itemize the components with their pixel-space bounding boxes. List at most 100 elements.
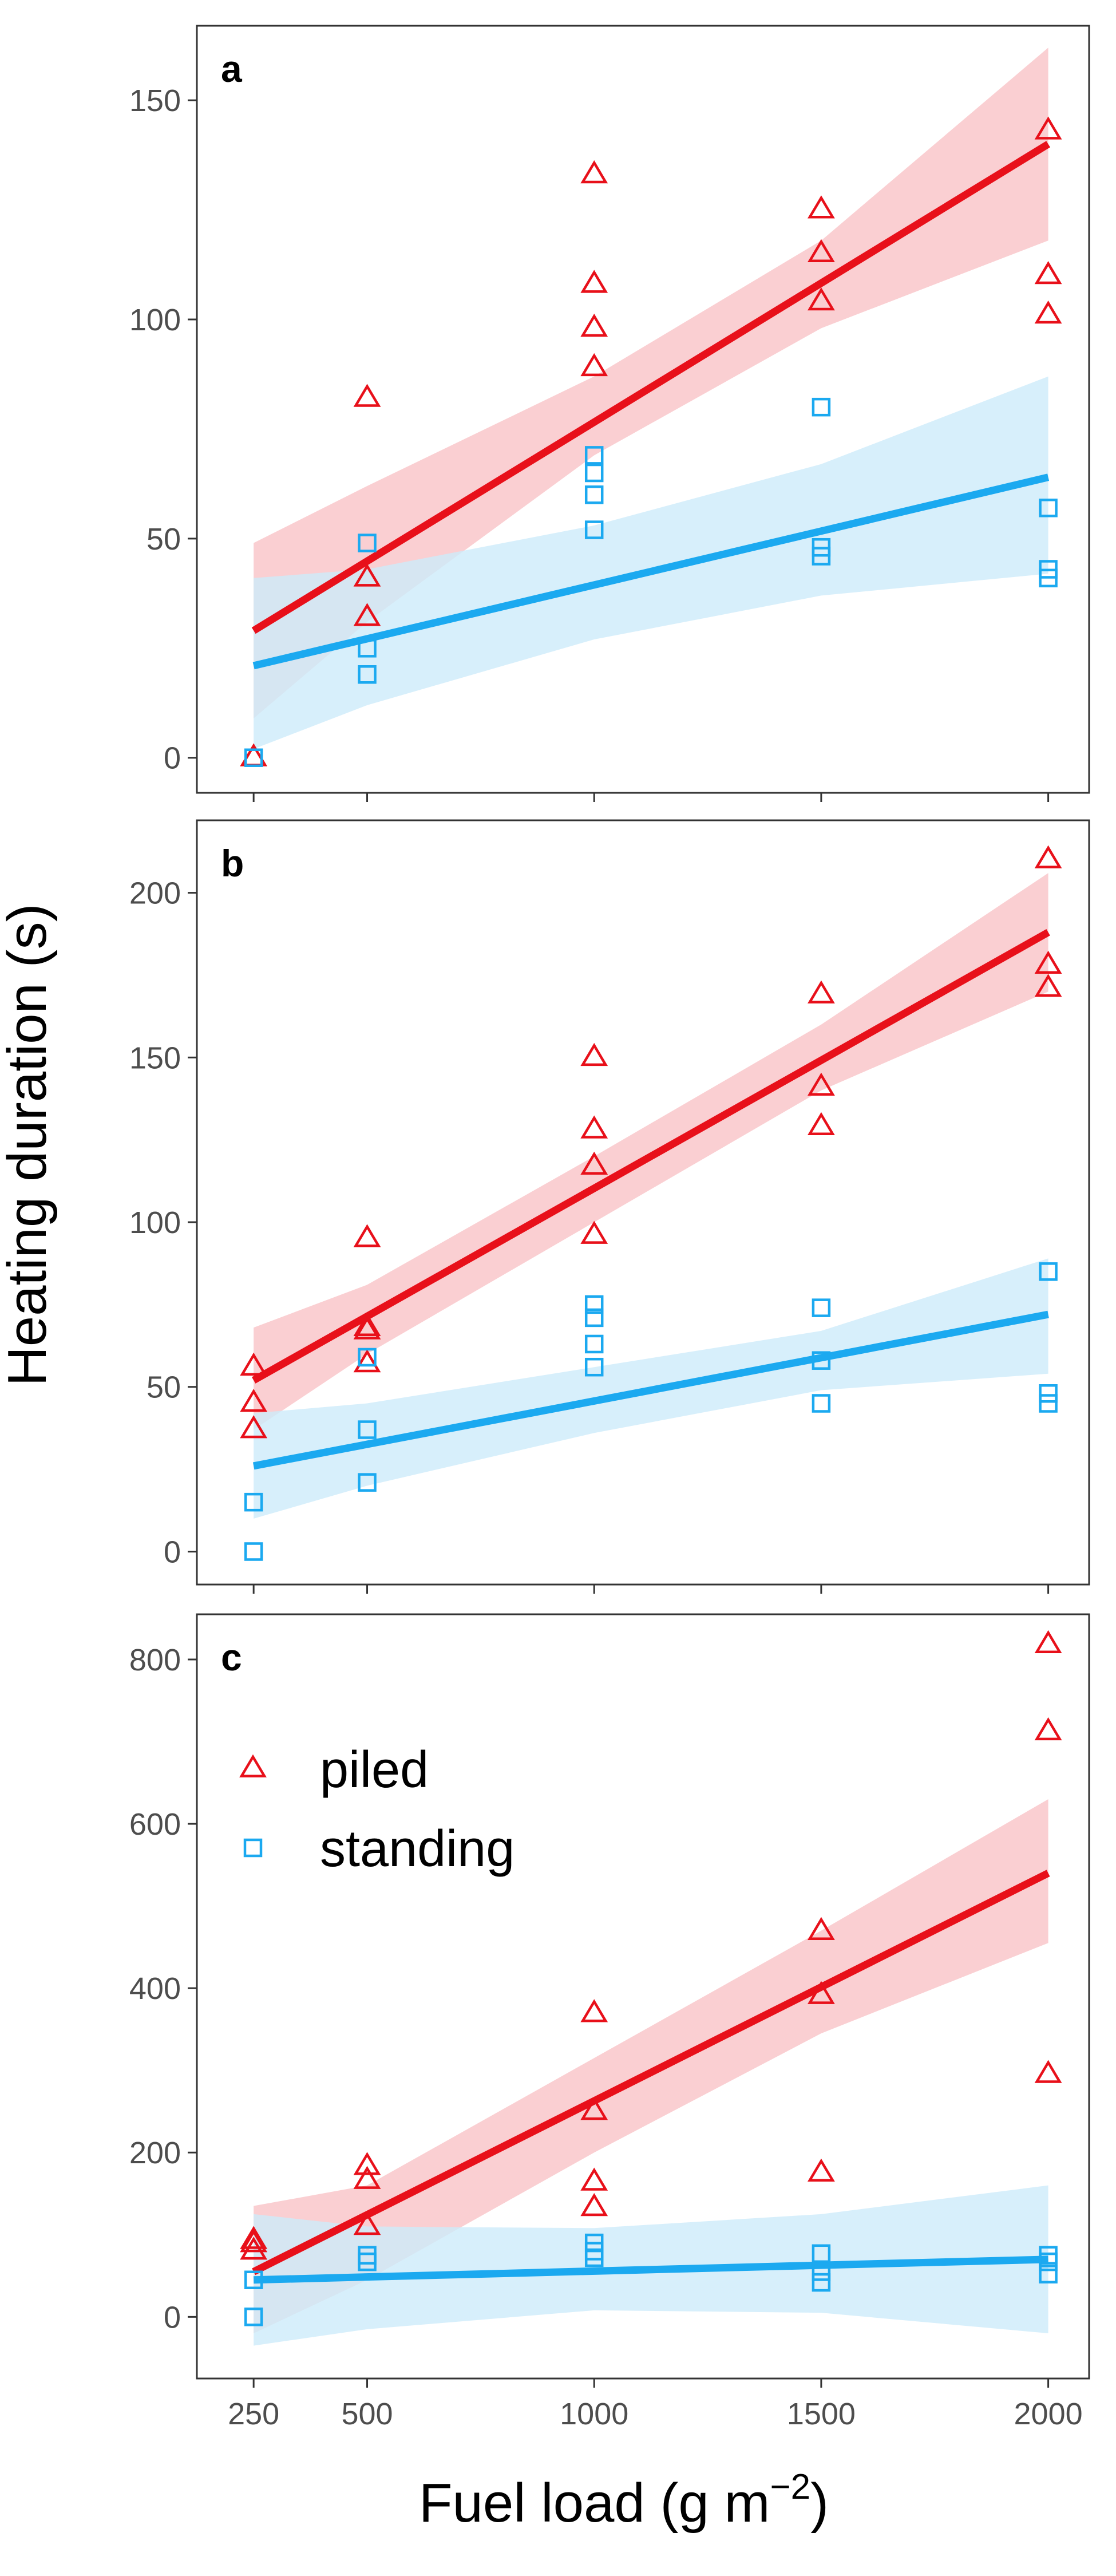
- standing-point: [812, 2262, 831, 2281]
- standing-point: [358, 665, 377, 684]
- panel-a: 0 50 100 150 a: [129, 25, 1090, 802]
- piled-point: [580, 313, 608, 337]
- legend-marker-piled: [239, 1754, 267, 1777]
- legend-label-standing: standing: [320, 1820, 515, 1878]
- piled-point: [353, 603, 381, 626]
- piled-point: [1034, 1717, 1062, 1741]
- y-tick-label: 0: [164, 2300, 181, 2334]
- standing-confidence-band: [254, 376, 1048, 749]
- piled-point: [240, 2229, 268, 2253]
- piled-point: [580, 2167, 608, 2191]
- piled-point: [353, 1349, 381, 1373]
- y-tick-label: 100: [129, 1206, 181, 1240]
- piled-point: [808, 2158, 835, 2182]
- panel-frame: [196, 1613, 1090, 2380]
- piled-confidence-band: [254, 1799, 1048, 2334]
- y-tick-label: 400: [129, 1971, 181, 2006]
- piled-point: [353, 384, 381, 407]
- piled-point: [580, 1042, 608, 1066]
- y-tick-label: 50: [147, 522, 181, 556]
- standing-point: [812, 2244, 831, 2263]
- standing-point: [358, 1473, 377, 1492]
- piled-point: [580, 2193, 608, 2217]
- piled-point: [1034, 1630, 1062, 1653]
- piled-point: [240, 1352, 268, 1376]
- piled-point: [808, 1917, 835, 1940]
- x-axis-title-close: ): [810, 2472, 829, 2534]
- panel-tag-c: c: [221, 1636, 242, 1678]
- piled-point: [240, 2237, 268, 2260]
- panel-tag-b: b: [221, 842, 244, 884]
- piled-point: [580, 1999, 608, 2022]
- piled-point: [808, 980, 835, 1003]
- piled-point: [1034, 116, 1062, 140]
- standing-point: [358, 639, 377, 658]
- panel-frame: [196, 819, 1090, 1586]
- piled-point: [580, 1151, 608, 1175]
- panels: 0 50 100 150 a 0 50 100 150 200 b 0 200 400 600 800 250 5…: [129, 25, 1090, 2431]
- standing-point: [1039, 1394, 1058, 1413]
- piled-point: [580, 1115, 608, 1139]
- y-tick-label: 200: [129, 2136, 181, 2170]
- standing-fit-line: [252, 473, 1050, 670]
- standing-point: [812, 1351, 831, 1370]
- x-tick-label: 1500: [787, 2397, 856, 2431]
- standing-point: [1039, 1384, 1058, 1403]
- y-tick-label: 0: [164, 741, 181, 776]
- x-tick-label: 2000: [1014, 2397, 1083, 2431]
- y-tick-label: 50: [147, 1370, 181, 1405]
- standing-point: [584, 446, 604, 465]
- x-tick-label: 250: [228, 2397, 279, 2431]
- piled-point: [1034, 300, 1062, 324]
- standing-point: [584, 1295, 604, 1314]
- piled-point: [580, 160, 608, 184]
- y-tick-label: 600: [129, 1807, 181, 1842]
- standing-point: [1039, 499, 1058, 517]
- plot-area: [240, 48, 1062, 767]
- standing-fit-line: [254, 2255, 1048, 2284]
- piled-point: [580, 270, 608, 293]
- piled-point: [240, 1415, 268, 1439]
- piled-point: [353, 2152, 381, 2175]
- standing-point: [584, 2248, 604, 2267]
- piled-point: [1034, 261, 1062, 285]
- piled-point: [808, 1981, 835, 2004]
- standing-point: [584, 463, 604, 483]
- piled-point: [353, 563, 381, 587]
- standing-point: [1039, 2265, 1058, 2283]
- standing-point: [244, 748, 263, 767]
- piled-point: [808, 239, 835, 263]
- standing-point: [358, 1420, 377, 1439]
- standing-point: [812, 547, 831, 566]
- piled-confidence-band: [254, 48, 1048, 718]
- standing-point: [584, 1334, 604, 1354]
- standing-point: [812, 2273, 831, 2292]
- standing-point: [1039, 1262, 1058, 1281]
- piled-point: [353, 1224, 381, 1247]
- piled-point: [240, 1389, 268, 1412]
- standing-point: [244, 2308, 263, 2326]
- plot-area: [240, 845, 1062, 1561]
- piled-point: [808, 287, 835, 311]
- standing-point: [244, 1542, 263, 1561]
- x-axis-title-exponent: −2: [770, 2467, 810, 2507]
- piled-fit-line: [252, 1870, 1050, 2275]
- y-tick-label: 0: [164, 1535, 181, 1569]
- x-axis-title-main: Fuel load (g m: [419, 2472, 770, 2534]
- piled-point: [353, 2212, 381, 2235]
- piled-confidence-band: [254, 873, 1048, 1430]
- plot-area: [240, 1630, 1062, 2346]
- standing-point: [584, 1357, 604, 1377]
- standing-point: [812, 1298, 831, 1317]
- standing-point: [584, 1308, 604, 1327]
- piled-point: [1034, 2060, 1062, 2083]
- y-tick-label: 100: [129, 303, 181, 337]
- panel-tag-a: a: [221, 48, 243, 90]
- x-axis-title: Fuel load (g m−2): [419, 2467, 829, 2534]
- standing-point: [1039, 568, 1058, 588]
- piled-point: [580, 2097, 608, 2120]
- piled-point: [1034, 950, 1062, 974]
- legend-marker-standing: [243, 1838, 263, 1858]
- standing-point: [244, 2270, 263, 2289]
